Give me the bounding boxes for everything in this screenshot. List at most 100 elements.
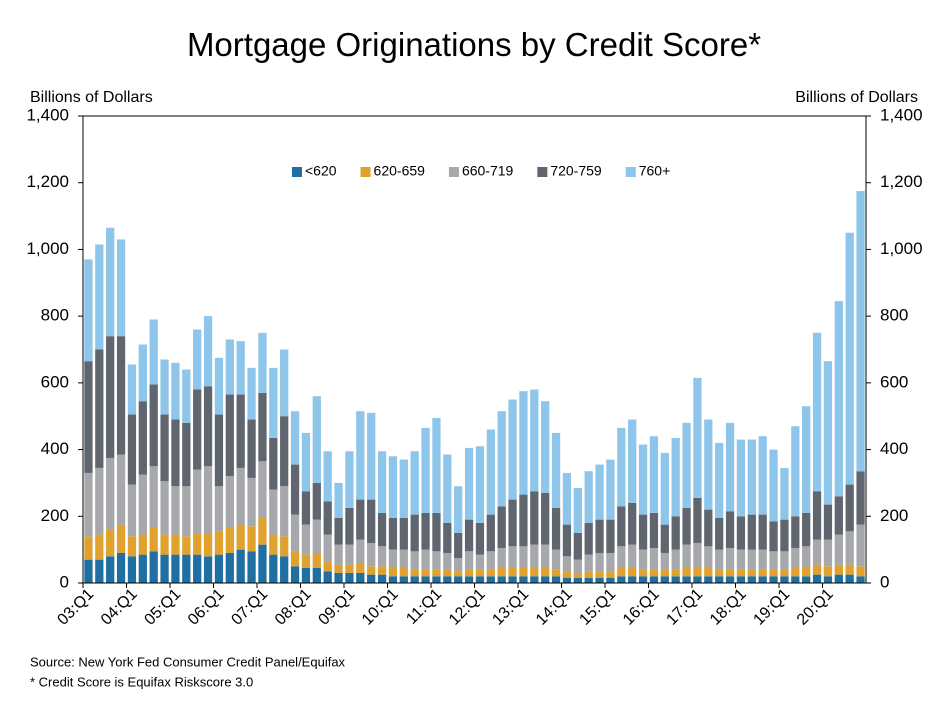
bar-segment — [562, 472, 572, 525]
bar-segment — [758, 514, 767, 550]
x-tick-label: 16:Q1 — [620, 586, 663, 629]
bar-segment — [301, 524, 311, 555]
bar-segment — [475, 446, 485, 523]
bar-segment — [301, 554, 311, 568]
bar-segment — [486, 514, 495, 552]
bar-segment — [356, 499, 365, 540]
bar-segment — [258, 392, 267, 462]
bar-segment — [725, 547, 735, 570]
bar-segment — [649, 576, 659, 583]
bar-segment — [682, 507, 691, 545]
bar-segment — [323, 534, 332, 562]
bar-segment — [595, 552, 604, 572]
bar-segment — [84, 536, 93, 560]
bar-segment — [280, 536, 289, 557]
bar-segment — [508, 499, 517, 547]
bar-segment — [377, 574, 387, 583]
bar-segment — [747, 549, 756, 570]
bar-segment — [497, 547, 506, 568]
bar-segment — [551, 432, 561, 508]
bar-segment — [443, 576, 452, 583]
bar-segment — [247, 477, 256, 527]
bar-segment — [791, 567, 800, 577]
bar-segment — [856, 191, 865, 472]
bar-segment — [660, 569, 669, 577]
bar-segment — [356, 411, 365, 500]
legend-label: 660-719 — [462, 163, 514, 179]
bar-segment — [541, 401, 550, 493]
bar-segment — [562, 556, 572, 572]
bar-segment — [551, 549, 561, 570]
x-tick-label: 17:Q1 — [663, 586, 706, 629]
legend-swatch — [292, 167, 302, 177]
legend-label: <620 — [305, 163, 337, 179]
chart-title: Mortgage Originations by Credit Score* — [187, 26, 761, 63]
bar-segment — [715, 569, 724, 577]
bar-segment — [758, 549, 767, 570]
bar-segment — [704, 576, 713, 583]
bar-segment — [377, 566, 387, 575]
bar-segment — [812, 491, 822, 540]
bar-segment — [704, 419, 713, 510]
bar-segment — [638, 444, 648, 515]
bar-segment — [280, 486, 289, 537]
bar-segment — [845, 232, 854, 485]
bar-segment — [541, 567, 550, 577]
bar-segment — [519, 494, 528, 547]
bar-segment — [454, 486, 463, 533]
bar-segment — [856, 576, 865, 583]
bar-segment — [236, 467, 245, 525]
bar-segment — [519, 391, 528, 495]
bar-segment — [127, 414, 137, 485]
bar-segment — [138, 474, 147, 535]
bar-segment — [802, 406, 811, 513]
bar-segment — [388, 456, 398, 518]
bar-segment — [171, 534, 180, 555]
bar-segment — [791, 516, 800, 548]
bar-segment — [780, 576, 789, 583]
bar-segment — [106, 336, 115, 458]
x-tick-label: 15:Q1 — [576, 586, 619, 629]
bar-segment — [106, 529, 115, 557]
bar-segment — [693, 497, 702, 543]
bar-segment — [160, 481, 169, 535]
bar-segment — [606, 571, 615, 578]
bar-segment — [214, 414, 224, 487]
y2-tick-label: 600 — [880, 372, 908, 391]
bar-segment — [747, 576, 756, 583]
bar-segment — [845, 574, 854, 583]
bar-segment — [834, 534, 843, 565]
x-tick-label: 20:Q1 — [794, 586, 837, 629]
bar-segment — [421, 569, 430, 577]
bar-segment — [856, 471, 865, 525]
bar-segment — [573, 559, 582, 573]
bar-segment — [280, 556, 289, 583]
bar-segment — [497, 576, 506, 583]
bar-segment — [84, 259, 93, 362]
bar-segment — [388, 549, 398, 568]
bar-segment — [312, 396, 321, 483]
bar-segment — [247, 367, 256, 420]
bar-segment — [508, 399, 517, 500]
bar-segment — [606, 577, 615, 583]
bar-segment — [236, 549, 245, 583]
bar-segment — [682, 544, 691, 568]
y2-tick-label: 800 — [880, 306, 908, 325]
bar-segment — [508, 576, 517, 583]
bar-segment — [182, 536, 191, 555]
bar-segment — [203, 466, 213, 533]
bar-segment — [747, 514, 756, 550]
bar-segment — [182, 369, 191, 423]
bar-segment — [823, 566, 833, 577]
bar-segment — [856, 566, 865, 577]
bar-segment — [541, 576, 550, 583]
bar-segment — [649, 547, 659, 570]
bar-segment — [193, 554, 202, 583]
bar-segment — [736, 439, 746, 517]
bar-segment — [595, 464, 604, 520]
legend-label: 720-759 — [550, 163, 602, 179]
bar-segment — [856, 524, 865, 567]
bar-segment — [149, 319, 158, 385]
bar-segment — [475, 522, 485, 555]
bar-segment — [508, 567, 517, 577]
